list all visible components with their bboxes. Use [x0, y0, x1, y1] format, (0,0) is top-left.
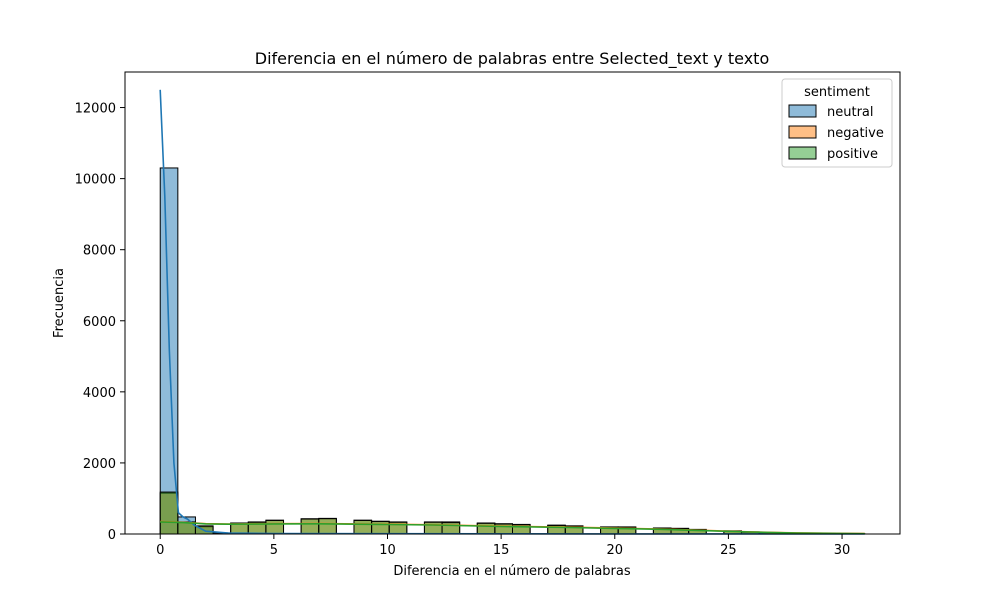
y-tick-label: 4000	[83, 386, 116, 401]
x-tick-label: 0	[156, 543, 164, 558]
y-tick-label: 2000	[83, 457, 116, 472]
legend-title: sentiment	[804, 85, 870, 100]
x-tick-label: 15	[493, 543, 510, 558]
bar-positive	[300, 518, 320, 535]
x-tick-label: 30	[834, 543, 851, 558]
x-tick-label: 10	[379, 543, 396, 558]
bar-positive	[476, 522, 496, 535]
x-tick-label: 5	[270, 543, 278, 558]
bar-positive	[353, 519, 373, 535]
legend-swatch-negative	[788, 125, 817, 139]
chart-title: Diferencia en el número de palabras entr…	[255, 49, 769, 69]
kde-line-neutral	[159, 89, 865, 535]
x-axis-label: Diferencia en el número de palabras	[393, 564, 630, 579]
x-axis: 0 5 10 15 20 25 30	[156, 534, 850, 558]
bar-positive	[318, 518, 337, 535]
bar-positive	[159, 491, 179, 535]
y-tick-label: 0	[108, 528, 116, 543]
legend-box	[781, 78, 893, 168]
x-tick-label: 20	[606, 543, 623, 558]
y-tick-label: 6000	[83, 315, 116, 330]
x-tick-label: 25	[720, 543, 737, 558]
legend-label-positive: positive	[827, 147, 878, 162]
y-tick-label: 12000	[75, 102, 116, 117]
y-tick-label: 8000	[83, 244, 116, 259]
y-axis-label: Frecuencia	[52, 268, 67, 338]
y-axis: 0 2000 4000 6000 8000 10000 12000	[75, 102, 125, 543]
kde-line-positive	[160, 521, 865, 535]
series-neutral	[159, 167, 725, 535]
bar-positive	[265, 519, 285, 535]
y-tick-label: 10000	[75, 173, 116, 188]
legend-swatch-positive	[788, 146, 817, 160]
legend: sentiment neutral negative positive	[781, 78, 893, 168]
axes-frame	[124, 71, 901, 535]
legend-swatch-neutral	[788, 104, 817, 118]
legend-label-negative: negative	[827, 126, 884, 141]
plot-area	[159, 89, 866, 535]
series-positive	[159, 491, 866, 535]
legend-label-neutral: neutral	[827, 105, 874, 120]
